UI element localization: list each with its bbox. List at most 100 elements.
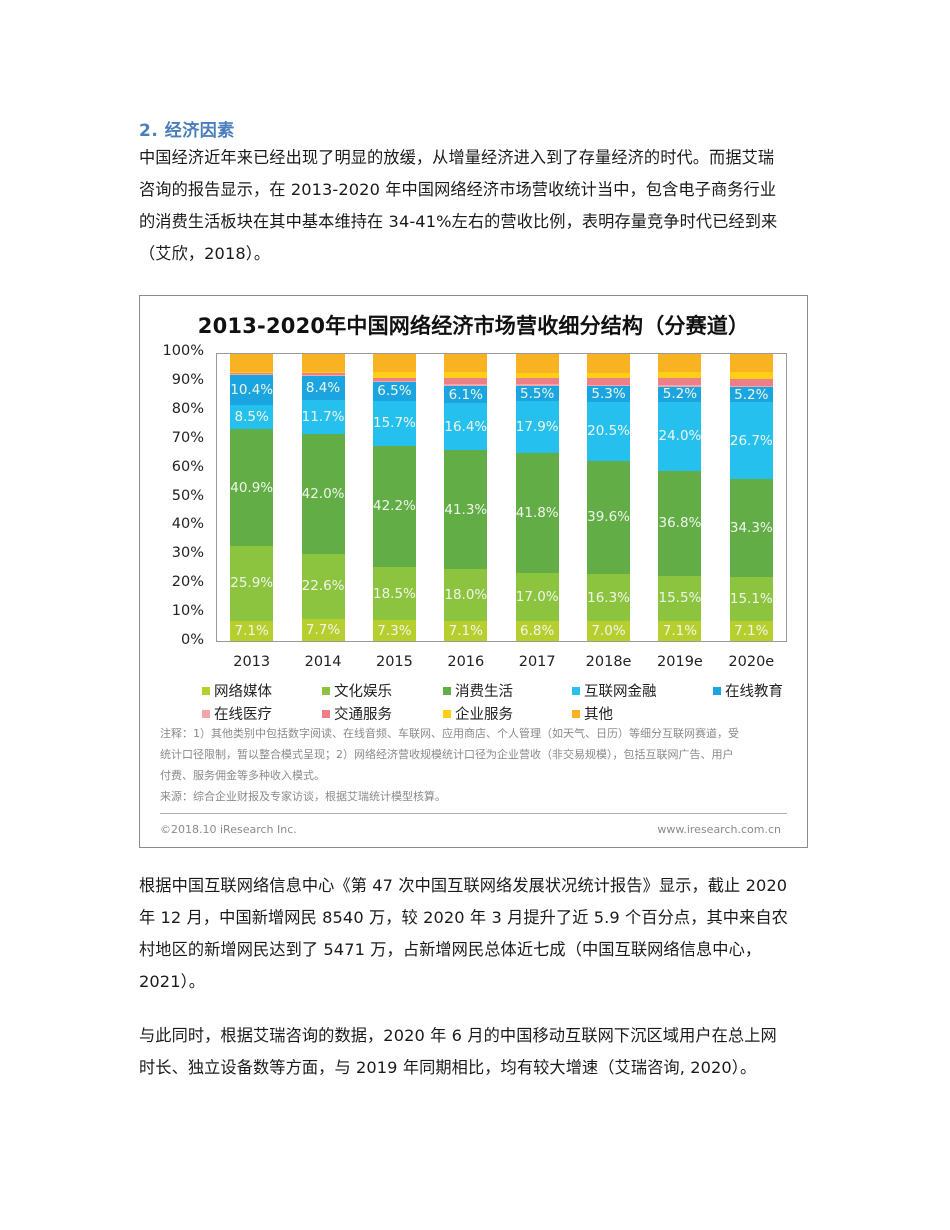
legend-label: 交通服务 bbox=[334, 707, 392, 723]
text-line: 与此同时，根据艾瑞咨询的数据，2020 年 6 月的中国移动互联网下沉区域用户在… bbox=[139, 1026, 777, 1045]
bar-segment bbox=[372, 377, 416, 381]
stacked-bar-2015: 7.3% 18.5% 42.2% 15.7% 6.5% bbox=[372, 354, 416, 641]
bar-segment: 7.0% bbox=[587, 620, 631, 641]
bar-segment: 24.0% bbox=[658, 401, 702, 471]
bar-segment bbox=[515, 384, 559, 386]
bar-segment: 8.4% bbox=[301, 375, 345, 400]
bar-segment: 5.5% bbox=[515, 386, 559, 402]
legend-swatch-icon bbox=[443, 686, 451, 695]
legend-label: 在线教育 bbox=[725, 684, 783, 700]
bar-segment: 41.8% bbox=[515, 452, 559, 573]
bar-segment bbox=[587, 372, 631, 379]
legend-label: 在线医疗 bbox=[214, 707, 272, 723]
bar-segment bbox=[587, 354, 631, 373]
bar-segment: 8.5% bbox=[230, 404, 274, 429]
bar-segment: 39.6% bbox=[587, 460, 631, 575]
bar-segment: 42.0% bbox=[301, 433, 345, 555]
text-line: 的消费生活板块在其中基本维持在 34-41%左右的营收比例，表明存量竞争时代已经… bbox=[139, 212, 778, 231]
bar-segment: 7.1% bbox=[230, 620, 274, 641]
bar-segment: 7.1% bbox=[444, 620, 488, 641]
bar-segment: 7.1% bbox=[658, 620, 702, 641]
legend-label: 网络媒体 bbox=[214, 684, 272, 700]
bar-segment bbox=[301, 371, 345, 373]
text-line: 根据中国互联网络信息中心《第 47 次中国互联网络发展状况统计报告》显示，截止 … bbox=[139, 876, 788, 895]
y-tick-label: 70% bbox=[171, 429, 204, 446]
y-tick-label: 40% bbox=[171, 516, 204, 533]
bar-segment bbox=[658, 372, 702, 379]
bar-segment bbox=[658, 385, 702, 387]
bar-segment: 5.2% bbox=[658, 386, 702, 402]
bar-segment bbox=[729, 379, 773, 386]
x-tick-label: 2020e bbox=[728, 654, 775, 670]
legend-item: 企业服务 bbox=[443, 703, 513, 724]
legend-item: 在线医疗 bbox=[202, 703, 272, 724]
bar-segment: 42.2% bbox=[372, 445, 416, 567]
bar-segment: 7.3% bbox=[372, 620, 416, 641]
legend-swatch-icon bbox=[202, 686, 210, 695]
bar-segment: 7.7% bbox=[301, 618, 345, 641]
x-tick-label: 2013 bbox=[233, 654, 271, 670]
x-tick-label: 2014 bbox=[304, 654, 342, 670]
x-tick-label: 2019e bbox=[657, 654, 703, 670]
legend-label: 互联网金融 bbox=[584, 684, 657, 700]
website-text: www.iresearch.com.cn bbox=[657, 823, 781, 836]
stacked-bar-2013: 7.1% 25.9% 40.9% 8.5% 10.4% bbox=[230, 354, 274, 641]
legend-swatch-icon bbox=[572, 709, 580, 718]
y-tick-label: 0% bbox=[180, 632, 204, 648]
bar-segment: 15.1% bbox=[729, 577, 773, 621]
stacked-bar-2020e: 7.1% 15.1% 34.3% 26.7% 5.2% bbox=[729, 354, 773, 641]
text-line: 村地区的新增网民达到了 5471 万，占新增网民总体近七成（中国互联网络信息中心… bbox=[139, 940, 762, 959]
legend-item: 互联网金融 bbox=[572, 680, 657, 701]
legend-label: 文化娱乐 bbox=[334, 684, 392, 700]
bar-segment bbox=[372, 354, 416, 373]
legend-swatch-icon bbox=[322, 709, 330, 718]
bar-segment: 6.8% bbox=[515, 621, 559, 641]
y-tick-label: 100% bbox=[162, 343, 204, 359]
source-line: 来源：综合企业财报及专家访谈，根据艾瑞统计模型核算。 bbox=[160, 790, 446, 803]
bar-segment: 15.7% bbox=[372, 400, 416, 446]
y-tick-label: 10% bbox=[171, 603, 204, 620]
bar-segment: 11.7% bbox=[301, 399, 345, 434]
text-line: 时长、独立设备数等方面，与 2019 年同期相比，均有较大增速（艾瑞咨询, 20… bbox=[139, 1058, 757, 1077]
text-line: （艾欣，2018）。 bbox=[139, 244, 271, 263]
bar-segment bbox=[301, 374, 345, 376]
bar-segment: 26.7% bbox=[729, 402, 773, 479]
legend-item: 网络媒体 bbox=[202, 680, 272, 701]
bar-segment bbox=[587, 378, 631, 386]
y-tick-label: 90% bbox=[171, 371, 204, 388]
legend-label: 企业服务 bbox=[455, 707, 513, 723]
note-line: 统计口径限制，暂以整合模式呈现；2）网络经济营收规模统计口径为企业营收（非交易规… bbox=[160, 748, 734, 761]
y-tick-label: 30% bbox=[171, 545, 204, 562]
legend-swatch-icon bbox=[713, 686, 721, 695]
bar-segment: 6.5% bbox=[372, 382, 416, 401]
bar-segment bbox=[729, 372, 773, 380]
bar-segment: 6.1% bbox=[444, 385, 488, 404]
paragraph-iresearch-mobile: 与此同时，根据艾瑞咨询的数据，2020 年 6 月的中国移动互联网下沉区域用户在… bbox=[139, 1020, 819, 1084]
bar-segment: 16.3% bbox=[587, 574, 631, 621]
bar-segment: 20.5% bbox=[587, 401, 631, 461]
legend-item: 在线教育 bbox=[713, 680, 783, 701]
legend-item: 其他 bbox=[572, 703, 613, 724]
chart-figure: 2013-2020年中国网络经济市场营收细分结构（分赛道） 0% 10% 20% 30… bbox=[139, 295, 808, 848]
bar-segment: 17.0% bbox=[515, 572, 559, 622]
bar-segment: 18.5% bbox=[372, 566, 416, 621]
bar-segment: 34.3% bbox=[729, 478, 773, 578]
bar-segment bbox=[301, 354, 345, 372]
bar-segment bbox=[230, 371, 274, 373]
legend-item: 消费生活 bbox=[443, 680, 513, 701]
bar-segment: 25.9% bbox=[230, 546, 274, 621]
bar-segment bbox=[587, 385, 631, 387]
bar-segment: 7.1% bbox=[729, 620, 773, 641]
bar-segment bbox=[301, 372, 345, 375]
y-tick-label: 80% bbox=[171, 400, 204, 417]
bar-segment: 5.2% bbox=[729, 387, 773, 403]
bar-segment: 36.8% bbox=[658, 470, 702, 577]
bar-segment bbox=[444, 384, 488, 386]
chart-notes: 注释：1）其他类别中包括数字阅读、在线音频、车联网、应用商店、个人管理（如天气、… bbox=[160, 723, 790, 807]
text-line: 年 12 月，中国新增网民 8540 万，较 2020 年 3 月提升了近 5.… bbox=[139, 908, 788, 927]
bar-segment bbox=[729, 354, 773, 373]
bar-segment bbox=[230, 354, 274, 372]
bar-segment: 41.3% bbox=[444, 450, 488, 569]
y-tick-label: 20% bbox=[171, 574, 204, 591]
note-line: 付费、服务佣金等多种收入模式。 bbox=[160, 769, 325, 782]
